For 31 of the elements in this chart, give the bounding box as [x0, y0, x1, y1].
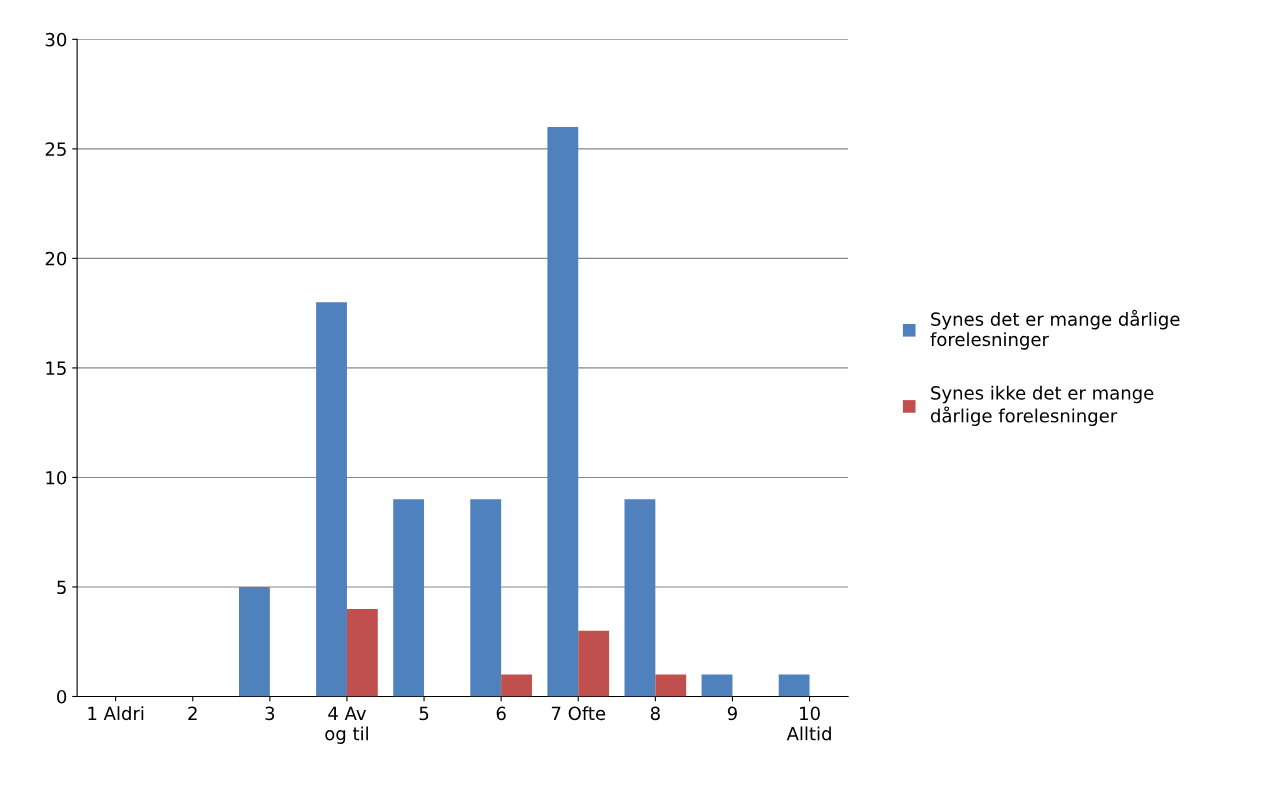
- bar: [470, 499, 502, 697]
- bar: [316, 302, 347, 697]
- legend-label: Synes det er mange dårlige forelesninger: [930, 309, 1180, 350]
- y-tick-label: 10: [46, 470, 67, 485]
- bar: [624, 499, 656, 697]
- bar: [393, 499, 425, 697]
- bar: [547, 126, 579, 697]
- x-tick-label: 7 Ofte: [551, 706, 606, 721]
- x-tick-label: 2: [188, 706, 197, 720]
- bar: [239, 586, 270, 697]
- x-tick-label: 8: [650, 706, 660, 721]
- x-tick-label: 1 Aldri: [88, 706, 144, 721]
- x-tick-label: 9: [727, 706, 737, 721]
- bar: [501, 674, 532, 697]
- bar: [346, 608, 378, 697]
- y-tick-label: 30: [45, 32, 67, 47]
- x-tick-label: 10 Alltid: [786, 706, 831, 741]
- y-tick-label: 20: [45, 251, 67, 266]
- x-tick-label: 6: [496, 706, 506, 721]
- x-tick-label: 4 Av og til: [325, 706, 368, 744]
- x-tick-label: 3: [265, 706, 275, 721]
- bar: [778, 674, 810, 697]
- bar: [578, 630, 610, 697]
- legend-label: Synes ikke det er mange dårlige forelesninger: [930, 385, 1154, 427]
- y-tick-label: 5: [57, 580, 66, 595]
- y-tick-label: 15: [46, 361, 66, 376]
- bar: [655, 674, 687, 697]
- y-tick-label: 25: [45, 142, 66, 156]
- y-tick-label: 0: [57, 689, 67, 704]
- x-tick-label: 5: [419, 706, 429, 721]
- bar: [701, 674, 733, 697]
